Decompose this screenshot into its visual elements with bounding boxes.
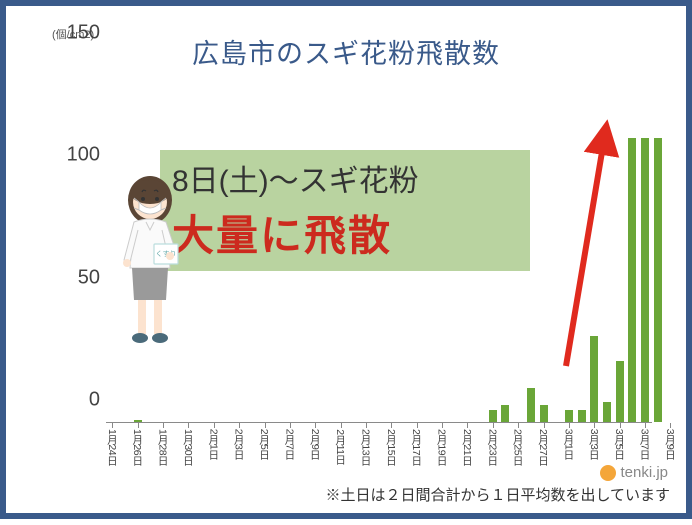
- bar: [134, 420, 142, 422]
- chart-title: 広島市のスギ花粉飛散数: [6, 32, 686, 71]
- callout-line2: 大量に飛散: [172, 202, 518, 263]
- x-tick-mark: [265, 423, 266, 428]
- x-tick-label: 1月24日: [105, 429, 120, 465]
- x-tick-label: 3月1日: [561, 429, 576, 460]
- x-tick-label: 2月23日: [485, 429, 500, 465]
- x-tick-mark: [442, 423, 443, 428]
- x-tick-mark: [569, 423, 570, 428]
- x-tick-mark: [594, 423, 595, 428]
- x-tick-mark: [670, 423, 671, 428]
- x-tick-label: 2月15日: [384, 429, 399, 465]
- x-tick-label: 2月13日: [358, 429, 373, 465]
- x-tick-label: 3月9日: [663, 429, 678, 460]
- x-tick-label: 2月25日: [511, 429, 526, 465]
- x-tick-label: 2月11日: [333, 429, 348, 464]
- x-tick-label: 1月28日: [156, 429, 171, 465]
- bar: [654, 138, 662, 422]
- bar: [641, 138, 649, 422]
- bar: [578, 410, 586, 422]
- bar: [489, 410, 497, 422]
- x-tick-mark: [544, 423, 545, 428]
- bar: [565, 410, 573, 422]
- x-tick-mark: [645, 423, 646, 428]
- footnote: ※土日は２日間合計から１日平均数を出しています: [325, 484, 670, 505]
- x-tick-label: 1月26日: [130, 429, 145, 465]
- x-tick-mark: [518, 423, 519, 428]
- x-tick-label: 2月3日: [232, 429, 247, 460]
- callout-box: 8日(土)～スギ花粉 大量に飛散: [160, 150, 530, 271]
- x-tick-label: 2月9日: [308, 429, 323, 460]
- x-tick-label: 2月1日: [206, 429, 221, 460]
- callout-line1: 8日(土)～スギ花粉: [172, 156, 518, 200]
- x-tick-label: 2月17日: [409, 429, 424, 465]
- x-tick-mark: [467, 423, 468, 428]
- x-tick-label: 3月3日: [587, 429, 602, 460]
- x-tick-mark: [315, 423, 316, 428]
- bar: [628, 138, 636, 422]
- bar: [527, 388, 535, 422]
- x-tick-mark: [112, 423, 113, 428]
- bar: [603, 402, 611, 422]
- x-tick-label: 3月5日: [612, 429, 627, 460]
- logo-text: tenki.jp: [620, 464, 668, 481]
- x-tick-mark: [188, 423, 189, 428]
- sun-icon: [600, 465, 616, 481]
- x-tick-label: 2月7日: [282, 429, 297, 460]
- frame: (個/cm2) 広島市のスギ花粉飛散数 0501001501月24日1月26日1…: [0, 0, 692, 519]
- y-tick-label: 100: [67, 144, 100, 167]
- x-tick-mark: [138, 423, 139, 428]
- x-tick-mark: [239, 423, 240, 428]
- x-tick-mark: [214, 423, 215, 428]
- y-tick-label: 0: [89, 389, 100, 412]
- x-tick-mark: [391, 423, 392, 428]
- logo: tenki.jp: [600, 464, 668, 481]
- person-illustration: くすり: [112, 172, 188, 344]
- x-tick-mark: [620, 423, 621, 428]
- x-tick-mark: [493, 423, 494, 428]
- x-tick-label: 3月7日: [637, 429, 652, 460]
- x-tick-label: 2月5日: [257, 429, 272, 460]
- x-tick-label: 2月19日: [435, 429, 450, 465]
- x-tick-mark: [341, 423, 342, 428]
- x-tick-mark: [417, 423, 418, 428]
- x-tick-label: 1月30日: [181, 429, 196, 465]
- bar: [501, 405, 509, 422]
- bar: [616, 361, 624, 422]
- x-tick-mark: [290, 423, 291, 428]
- x-tick-label: 2月27日: [536, 429, 551, 465]
- bar: [590, 336, 598, 422]
- x-tick-mark: [366, 423, 367, 428]
- bar: [540, 405, 548, 422]
- y-tick-label: 50: [78, 266, 100, 289]
- x-tick-label: 2月21日: [460, 429, 475, 465]
- x-tick-mark: [163, 423, 164, 428]
- y-tick-label: 150: [67, 22, 100, 45]
